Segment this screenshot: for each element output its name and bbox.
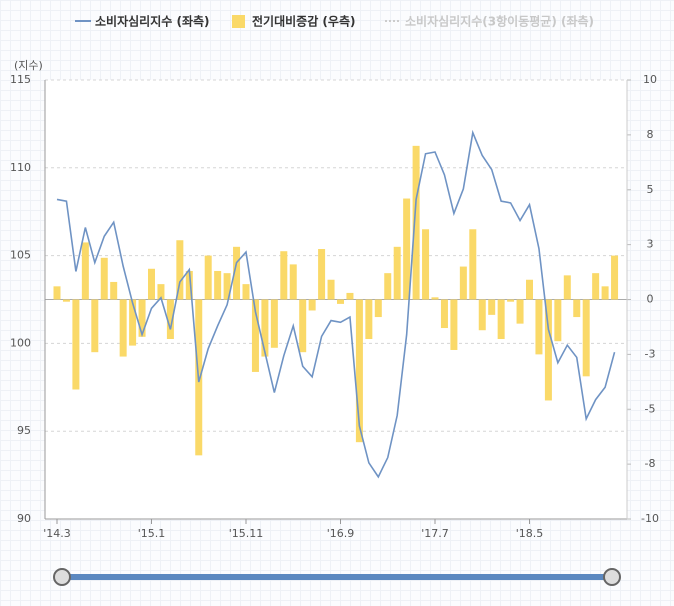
bar [573, 299, 581, 318]
y-tick-label: 100 [10, 336, 31, 349]
bar [214, 270, 222, 300]
bar [91, 299, 99, 353]
bar [129, 299, 137, 346]
bar [393, 246, 401, 300]
y2-tick-label: 8 [647, 128, 654, 141]
navigator-handle[interactable] [53, 568, 71, 586]
y2-tick-label: 3 [647, 238, 654, 251]
bar [526, 279, 533, 300]
bar [611, 255, 619, 300]
bar [270, 299, 278, 348]
bar [582, 299, 590, 377]
bar [53, 286, 61, 300]
legend-label: 전기대비증감 (우측) [252, 14, 355, 29]
legend-item[interactable]: 소비자심리지수(3항이동평균) (좌측) [385, 14, 594, 29]
y2-tick-label: -8 [645, 457, 656, 470]
y-tick-label: 115 [10, 73, 31, 86]
bar [148, 268, 155, 300]
bar [346, 292, 354, 300]
bar [242, 284, 250, 300]
x-tick-label: '17.7 [421, 527, 449, 540]
bar [459, 266, 467, 300]
bar [422, 229, 430, 300]
bar [365, 299, 373, 340]
y-tick-label: 90 [17, 512, 31, 525]
bar [299, 299, 307, 353]
bar [280, 251, 288, 300]
x-tick-label: '15.1 [138, 527, 166, 540]
bar [601, 286, 609, 300]
x-tick-label: '18.5 [516, 527, 544, 540]
bar [62, 299, 70, 302]
bar [327, 279, 335, 300]
bar [554, 299, 562, 342]
bar [478, 299, 486, 331]
bar [72, 299, 80, 390]
bar [223, 273, 231, 300]
bar [138, 299, 146, 337]
legend-label: 소비자심리지수(3항이동평균) (좌측) [405, 14, 594, 29]
navigator [53, 568, 621, 586]
bar [384, 273, 392, 300]
legend-swatch [232, 15, 245, 28]
bar [110, 281, 118, 300]
bar [374, 299, 382, 318]
y-tick-label: 110 [10, 161, 31, 174]
bar [355, 299, 363, 443]
y2-tick-label: -3 [645, 347, 656, 360]
bar [81, 242, 89, 300]
bar [204, 255, 212, 300]
bar [100, 257, 108, 300]
bar [157, 284, 165, 300]
navigator-handle[interactable] [603, 568, 621, 586]
y2-tick-label: -10 [641, 512, 659, 525]
legend-item[interactable]: 전기대비증감 (우측) [232, 14, 355, 29]
legend-item[interactable]: 소비자심리지수 (좌측) [75, 14, 210, 29]
bar [563, 275, 571, 300]
bar [592, 273, 600, 300]
bar [308, 299, 316, 311]
bar [119, 299, 127, 357]
bar [412, 145, 420, 300]
bar [251, 299, 259, 372]
bar [431, 297, 439, 300]
y-tick-label: 105 [10, 249, 31, 262]
bar [507, 299, 515, 302]
bar [337, 299, 344, 304]
bar [233, 246, 241, 300]
y-axis-label: (지수) [14, 59, 43, 72]
line [56, 129, 616, 479]
y2-tick-label: 5 [647, 183, 654, 196]
bar [166, 299, 174, 340]
bar [289, 264, 297, 300]
bar [403, 198, 411, 300]
bar [318, 249, 326, 300]
bar [450, 299, 458, 350]
legend-label: 소비자심리지수 (좌측) [95, 14, 210, 29]
bar [469, 229, 477, 300]
navigator-range[interactable] [62, 574, 612, 580]
bar [261, 299, 269, 357]
bar [535, 299, 543, 355]
bar [185, 270, 193, 300]
bar [440, 299, 448, 329]
y2-tick-label: 10 [643, 73, 657, 86]
bar [176, 240, 184, 300]
bar [516, 299, 524, 324]
x-tick-label: '16.9 [327, 527, 355, 540]
x-tick-label: '14.3 [43, 527, 71, 540]
y2-tick-label: 0 [647, 293, 654, 306]
bar [497, 299, 505, 340]
y-tick-label: 95 [17, 424, 31, 437]
x-tick-label: '15.11 [229, 527, 264, 540]
bar [488, 299, 496, 315]
bar [544, 299, 552, 401]
y2-tick-label: -5 [645, 402, 656, 415]
